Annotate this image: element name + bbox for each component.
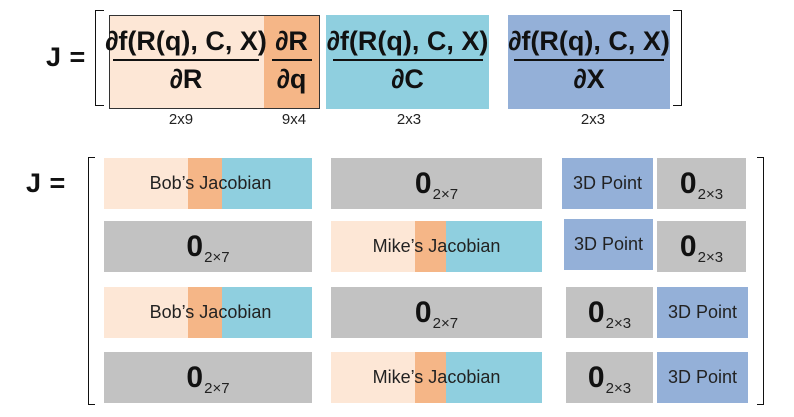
dim-label-dRdq: 9x4: [281, 111, 307, 128]
zero-symbol: 0: [679, 166, 697, 200]
point-label: 3D Point: [573, 234, 644, 254]
matrix-right-bracket: [757, 157, 764, 405]
jacobian-teal-segment: [222, 287, 312, 338]
dim-label-dfdR: 2x9: [168, 111, 194, 128]
jacobian-label: Mike’s Jacobian: [372, 236, 501, 256]
zero-symbol: 0: [414, 295, 432, 329]
row1-3d-point: 3D Point: [562, 158, 653, 209]
row2-mike-jacobian: Mike’s Jacobian: [331, 221, 542, 272]
fraction-bar: [113, 59, 259, 61]
row2-zero-2x7: 0 2×7: [104, 221, 312, 272]
row2-3d-point: 3D Point: [564, 219, 653, 270]
zero-subscript: 2×3: [697, 186, 724, 203]
jacobian-orange-segment: [415, 221, 446, 272]
denominator: ∂C: [391, 64, 424, 94]
point-label: 3D Point: [572, 173, 643, 193]
row3-3d-point: 3D Point: [657, 287, 748, 338]
row3-bob-jacobian: Bob’s Jacobian: [104, 287, 312, 338]
row2-zero-2x3: 0 2×3: [657, 221, 746, 272]
fraction-df-dR: ∂f(R(q), C, X) ∂R: [105, 18, 267, 102]
top-j-label: J =: [46, 42, 86, 72]
denominator: ∂R: [169, 64, 203, 94]
row1-bob-jacobian: Bob’s Jacobian: [104, 158, 312, 209]
zero-subscript: 2×3: [697, 249, 724, 266]
numerator: ∂f(R(q), C, X): [326, 26, 489, 56]
jacobian-peach-segment: [104, 158, 188, 209]
numerator: ∂f(R(q), C, X): [508, 26, 670, 56]
zero-subscript: 2×3: [605, 315, 632, 332]
zero-subscript: 2×7: [432, 315, 459, 332]
denominator: ∂q: [276, 64, 307, 94]
top-left-bracket: [95, 10, 104, 106]
jacobian-peach-segment: [331, 221, 415, 272]
row4-zero-2x3: 0 2×3: [566, 352, 653, 403]
row4-zero-2x7: 0 2×7: [104, 352, 312, 403]
jacobian-teal-segment: [446, 221, 542, 272]
dfdX-block: [508, 15, 670, 109]
dim-label-dfdX: 2x3: [580, 111, 606, 128]
denominator: ∂X: [573, 64, 605, 94]
fraction-bar: [332, 59, 483, 61]
dfdC-block: [326, 15, 489, 109]
zero-symbol: 0: [186, 229, 204, 263]
jacobian-orange-segment: [188, 158, 222, 209]
top-right-bracket: [673, 10, 682, 106]
numerator: ∂R: [275, 26, 308, 56]
jacobian-label: Mike’s Jacobian: [372, 367, 501, 387]
zero-subscript: 2×7: [204, 380, 230, 397]
zero-subscript: 2×7: [204, 249, 230, 266]
zero-symbol: 0: [414, 166, 432, 200]
zero-symbol: 0: [587, 295, 605, 329]
row4-mike-jacobian: Mike’s Jacobian: [331, 352, 542, 403]
jacobian-teal-segment: [222, 158, 312, 209]
point-label: 3D Point: [667, 367, 738, 387]
fraction-df-dC: ∂f(R(q), C, X) ∂C: [326, 18, 489, 102]
jacobian-label: Bob’s Jacobian: [149, 302, 272, 322]
jacobian-orange-segment: [188, 287, 222, 338]
bottom-j-label: J =: [26, 168, 66, 198]
fraction-dR-dq: ∂R ∂q: [264, 18, 319, 102]
jacobian-peach-segment: [104, 287, 188, 338]
jacobian-orange-segment: [415, 352, 446, 403]
row3-zero-2x3: 0 2×3: [566, 287, 653, 338]
dim-label-dfdC: 2x3: [396, 111, 422, 128]
point-label: 3D Point: [667, 302, 738, 322]
fraction-df-dX: ∂f(R(q), C, X) ∂X: [508, 18, 670, 102]
fraction-bar: [514, 59, 664, 61]
row1-zero-2x3: 0 2×3: [657, 158, 746, 209]
numerator: ∂f(R(q), C, X): [105, 26, 267, 56]
dfdR-block: [109, 15, 264, 109]
zero-subscript: 2×3: [605, 380, 632, 397]
zero-symbol: 0: [679, 229, 697, 263]
zero-symbol: 0: [587, 360, 605, 394]
row1-zero-2x7: 0 2×7: [331, 158, 542, 209]
row4-3d-point: 3D Point: [657, 352, 748, 403]
fraction-bar: [271, 59, 312, 61]
jacobian-teal-segment: [446, 352, 542, 403]
dRdq-block: [264, 15, 320, 109]
zero-subscript: 2×7: [432, 186, 459, 203]
zero-symbol: 0: [186, 360, 204, 394]
matrix-left-bracket: [88, 157, 95, 405]
jacobian-peach-segment: [331, 352, 415, 403]
row3-zero-2x7: 0 2×7: [331, 287, 542, 338]
jacobian-label: Bob’s Jacobian: [149, 173, 272, 193]
